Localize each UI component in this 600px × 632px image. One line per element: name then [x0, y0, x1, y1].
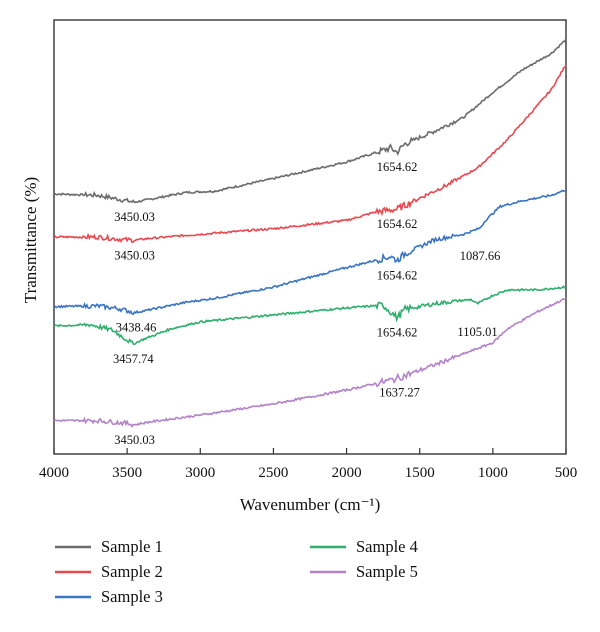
series-line-2: [53, 64, 567, 244]
series-line-1: [53, 38, 567, 204]
legend-label: Sample 5: [356, 562, 418, 581]
peak-label: 3457.74: [113, 352, 154, 366]
x-tick-label: 1500: [405, 465, 435, 481]
x-axis-title: Wavenumber (cm⁻¹): [240, 495, 381, 514]
peak-label: 3450.03: [114, 248, 155, 262]
x-tick-label: 1000: [478, 465, 508, 481]
legend-label: Sample 3: [101, 587, 163, 606]
peak-labels: 3450.03 1654.62 3450.03 1654.62 3438.46 1654.…: [113, 160, 500, 447]
plot-frame: [53, 19, 567, 455]
peak-label: 1654.62: [377, 326, 418, 340]
legend: Sample 1 Sample 2 Sample 3 Sample 4 Sample 5: [55, 537, 418, 606]
peak-label: 3438.46: [116, 320, 157, 334]
series-line-4: [53, 285, 567, 346]
x-tick-label: 2000: [332, 465, 362, 481]
peak-label: 1654.62: [377, 217, 418, 231]
x-tick-label: 4000: [39, 465, 69, 481]
series-line-5: [53, 297, 567, 428]
legend-label: Sample 4: [356, 537, 418, 556]
peak-label: 3450.03: [114, 210, 155, 224]
x-tick-label: 2500: [258, 465, 288, 481]
series-layer: [53, 38, 567, 428]
peak-label: 1654.62: [377, 160, 418, 174]
x-tick-label: 3000: [185, 465, 215, 481]
x-tick-label: 3500: [112, 465, 142, 481]
x-tick-label: 500: [555, 465, 578, 481]
y-axis-title: Transmittance (%): [21, 177, 40, 303]
legend-label: Sample 1: [101, 537, 163, 556]
series-line-3: [53, 189, 567, 316]
peak-label: 1654.62: [377, 268, 418, 282]
peak-label: 1637.27: [379, 386, 420, 400]
legend-label: Sample 2: [101, 562, 163, 581]
peak-label: 1105.01: [457, 325, 497, 339]
peak-label: 1087.66: [460, 249, 501, 263]
peak-label: 3450.03: [114, 433, 155, 447]
x-ticks: 4000 3500 3000 2500 2000 1500 1000 500: [39, 448, 577, 481]
